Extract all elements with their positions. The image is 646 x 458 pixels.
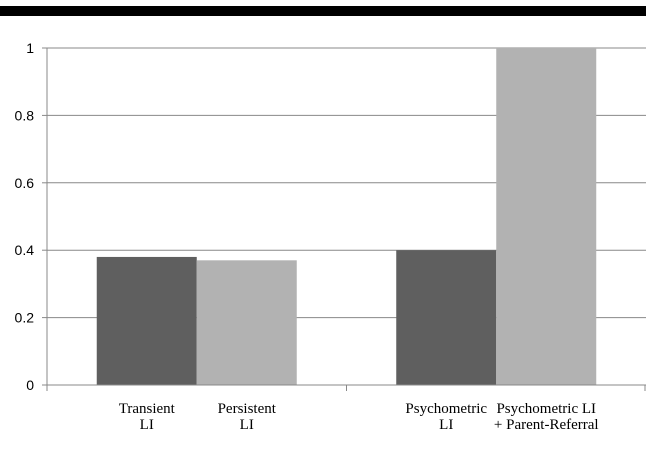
y-tick-label: 0.4 [15,242,35,258]
x-tick-label: Transient LI [119,401,176,433]
x-tick-label: Psychometric LI [405,401,487,433]
y-tick-label: 0.8 [15,107,35,123]
bar [496,48,597,385]
y-tick-label: 0 [26,377,34,393]
y-tick-label: 1 [26,40,34,56]
bars [96,48,597,385]
top-border-bar [0,6,646,16]
x-axis-labels: Transient LI Persistent LI Psychometric LIPsy… [119,401,599,433]
axes [46,48,646,391]
y-axis-ticks: 0 0.2 0.4 0.6 0.8 1 [15,40,47,393]
bar [96,256,197,385]
y-tick-label: 0.6 [15,175,35,191]
x-tick-label: Psychometric LI + Parent-Referral [494,401,599,433]
bar [396,250,497,385]
y-tick-label: 0.2 [15,310,35,326]
x-tick-label: Persistent LI [218,401,277,433]
bar [196,260,297,385]
